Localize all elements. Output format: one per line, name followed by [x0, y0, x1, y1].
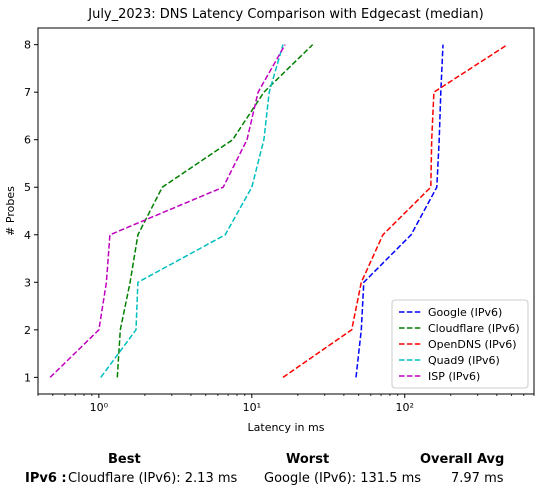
y-tick-label-2: 3 [24, 276, 31, 289]
y-tick-label-0: 1 [24, 371, 31, 384]
series-line-1 [117, 45, 312, 378]
summary-header-best: Best [108, 452, 141, 467]
y-tick-label-6: 7 [24, 86, 31, 99]
y-tick-label-1: 2 [24, 324, 31, 337]
y-tick-label-4: 5 [24, 181, 31, 194]
legend-label-3: Quad9 (IPv6) [428, 354, 500, 367]
summary-row-label: IPv6 : [25, 471, 67, 486]
series-line-4 [50, 45, 285, 378]
legend-label-1: Cloudflare (IPv6) [428, 322, 520, 335]
x-tick-label-0: 10⁰ [90, 401, 109, 414]
y-axis-label: # Probes [4, 186, 17, 236]
y-tick-label-5: 6 [24, 134, 31, 147]
x-tick-label-2: 10² [396, 401, 414, 414]
legend: Google (IPv6) Cloudflare (IPv6) OpenDNS (I… [392, 300, 528, 388]
summary-best-value: Cloudflare (IPv6): 2.13 ms [68, 471, 237, 486]
latency-chart: July_2023: DNS Latency Comparison with E… [0, 0, 541, 445]
summary-worst-value: Google (IPv6): 131.5 ms [264, 471, 421, 486]
y-tick-label-3: 4 [24, 229, 31, 242]
chart-title: July_2023: DNS Latency Comparison with E… [87, 7, 484, 22]
x-axis-label: Latency in ms [248, 421, 325, 434]
series-line-3 [101, 45, 283, 378]
legend-label-4: ISP (IPv6) [428, 370, 480, 383]
legend-label-2: OpenDNS (IPv6) [428, 338, 517, 351]
summary-overall-value: 7.97 ms [451, 471, 504, 486]
x-tick-label-1: 10¹ [243, 401, 261, 414]
summary-header-overall: Overall Avg [420, 452, 504, 467]
y-tick-label-7: 8 [24, 39, 31, 52]
summary-header-worst: Worst [286, 452, 329, 467]
legend-label-0: Google (IPv6) [428, 306, 502, 319]
